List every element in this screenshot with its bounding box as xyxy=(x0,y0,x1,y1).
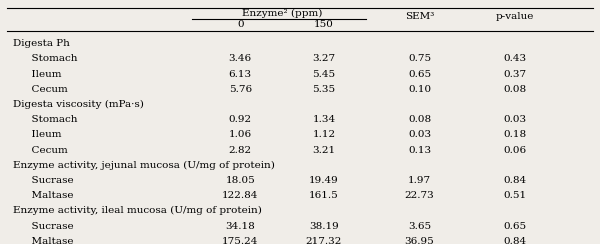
Text: 5.76: 5.76 xyxy=(229,85,252,94)
Text: 0.84: 0.84 xyxy=(503,237,527,244)
Text: 3.27: 3.27 xyxy=(313,54,335,63)
Text: 5.45: 5.45 xyxy=(313,70,335,79)
Text: 2.82: 2.82 xyxy=(229,146,252,154)
Text: 18.05: 18.05 xyxy=(226,176,255,185)
Text: 175.24: 175.24 xyxy=(222,237,259,244)
Text: 0.75: 0.75 xyxy=(408,54,431,63)
Text: Digesta Ph: Digesta Ph xyxy=(13,39,70,48)
Text: 0.13: 0.13 xyxy=(408,146,431,154)
Text: 0.92: 0.92 xyxy=(229,115,252,124)
Text: 150: 150 xyxy=(314,20,334,29)
Text: 3.46: 3.46 xyxy=(229,54,252,63)
Text: Ileum: Ileum xyxy=(25,70,62,79)
Text: 1.97: 1.97 xyxy=(408,176,431,185)
Text: 0.10: 0.10 xyxy=(408,85,431,94)
Text: 36.95: 36.95 xyxy=(404,237,434,244)
Text: 1.34: 1.34 xyxy=(313,115,335,124)
Text: 1.12: 1.12 xyxy=(313,130,335,139)
Text: 0.06: 0.06 xyxy=(503,146,527,154)
Text: p-value: p-value xyxy=(496,12,534,21)
Text: 161.5: 161.5 xyxy=(309,191,339,200)
Text: 0.03: 0.03 xyxy=(408,130,431,139)
Text: 34.18: 34.18 xyxy=(226,222,255,231)
Text: Sucrase: Sucrase xyxy=(25,222,74,231)
Text: Enzyme² (ppm): Enzyme² (ppm) xyxy=(242,9,322,18)
Text: 0.84: 0.84 xyxy=(503,176,527,185)
Text: 0.08: 0.08 xyxy=(503,85,527,94)
Text: 19.49: 19.49 xyxy=(309,176,339,185)
Text: Cecum: Cecum xyxy=(25,146,68,154)
Text: 0.03: 0.03 xyxy=(503,115,527,124)
Text: 1.06: 1.06 xyxy=(229,130,252,139)
Text: Enzyme activity, ileal mucosa (U/mg of protein): Enzyme activity, ileal mucosa (U/mg of p… xyxy=(13,206,262,215)
Text: 0.37: 0.37 xyxy=(503,70,527,79)
Text: Cecum: Cecum xyxy=(25,85,68,94)
Text: 0.18: 0.18 xyxy=(503,130,527,139)
Text: 0.51: 0.51 xyxy=(503,191,527,200)
Text: 6.13: 6.13 xyxy=(229,70,252,79)
Text: 122.84: 122.84 xyxy=(222,191,259,200)
Text: 0.65: 0.65 xyxy=(408,70,431,79)
Text: 22.73: 22.73 xyxy=(404,191,434,200)
Text: Stomach: Stomach xyxy=(25,115,78,124)
Text: 0.08: 0.08 xyxy=(408,115,431,124)
Text: Enzyme activity, jejunal mucosa (U/mg of protein): Enzyme activity, jejunal mucosa (U/mg of… xyxy=(13,161,275,170)
Text: 5.35: 5.35 xyxy=(313,85,335,94)
Text: 38.19: 38.19 xyxy=(309,222,339,231)
Text: Ileum: Ileum xyxy=(25,130,62,139)
Text: Stomach: Stomach xyxy=(25,54,78,63)
Text: 3.65: 3.65 xyxy=(408,222,431,231)
Text: 0.65: 0.65 xyxy=(503,222,527,231)
Text: Sucrase: Sucrase xyxy=(25,176,74,185)
Text: SEM³: SEM³ xyxy=(405,12,434,21)
Text: 217.32: 217.32 xyxy=(306,237,342,244)
Text: 0.43: 0.43 xyxy=(503,54,527,63)
Text: Digesta viscosity (mPa·s): Digesta viscosity (mPa·s) xyxy=(13,100,144,109)
Text: 3.21: 3.21 xyxy=(313,146,335,154)
Text: Maltase: Maltase xyxy=(25,237,74,244)
Text: Maltase: Maltase xyxy=(25,191,74,200)
Text: 0: 0 xyxy=(237,20,244,29)
